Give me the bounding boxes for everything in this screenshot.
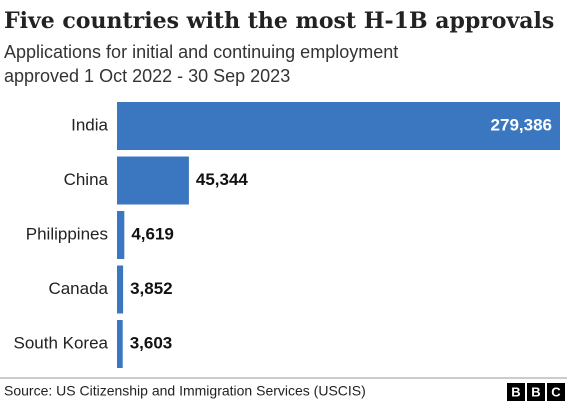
data-label: 279,386	[491, 115, 552, 134]
y-tick-label: Philippines	[26, 224, 108, 243]
y-tick-label: China	[64, 170, 109, 189]
y-tick-label: Canada	[48, 279, 108, 298]
data-label: 3,852	[130, 279, 173, 298]
bar	[117, 211, 125, 259]
data-label: 3,603	[130, 333, 173, 352]
subtitle: Applications for initial and continuing …	[4, 42, 398, 62]
y-tick-label: South Korea	[13, 333, 108, 352]
chart-title: Five countries with the most H-1B approv…	[4, 8, 554, 34]
bar	[117, 265, 124, 314]
source: Source: US Citizenship and Immigration S…	[4, 383, 366, 399]
y-tick-label: India	[71, 115, 108, 134]
logo-letter: B	[531, 384, 540, 399]
logo-box	[527, 383, 545, 401]
data-label: 4,619	[131, 224, 174, 243]
subtitle: approved 1 Oct 2022 - 30 Sep 2023	[4, 66, 290, 86]
logo-letter: C	[551, 384, 561, 399]
bar	[117, 156, 189, 205]
data-label: 45,344	[196, 170, 249, 189]
logo-box	[507, 383, 525, 401]
bar	[117, 102, 560, 150]
logo-letter: B	[511, 384, 520, 399]
logo-box	[547, 383, 565, 401]
bar	[117, 320, 123, 368]
